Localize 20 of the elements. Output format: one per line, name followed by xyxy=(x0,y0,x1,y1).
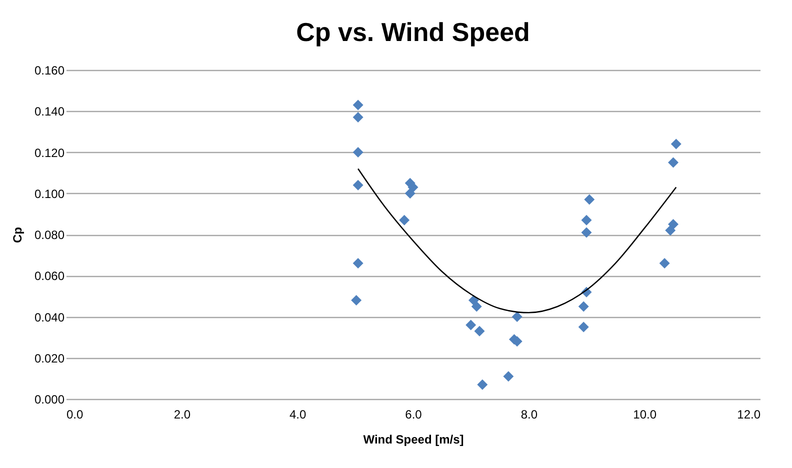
x-tick-label: 2.0 xyxy=(174,408,191,422)
x-tick-label: 10.0 xyxy=(633,408,657,422)
y-tick-label: 0.100 xyxy=(34,186,65,201)
x-tick-label: 6.0 xyxy=(405,408,422,422)
y-tick-label: 0.040 xyxy=(34,310,65,324)
y-tick-label: 0.140 xyxy=(34,104,65,119)
x-tick-label: 8.0 xyxy=(520,408,538,422)
y-tick-label: 0.160 xyxy=(34,64,65,78)
x-tick-label: 12.0 xyxy=(737,408,761,422)
y-tick-label: 0.020 xyxy=(34,351,65,366)
line-series xyxy=(357,168,677,314)
x-tick-label: 4.0 xyxy=(289,408,306,422)
chart-title: Cp vs. Wind Speed xyxy=(296,17,530,47)
x-tick-label: 0.0 xyxy=(66,408,84,422)
y-axis-title: Cp xyxy=(10,227,24,243)
y-tick-label: 0.060 xyxy=(34,269,65,284)
y-tick-label: 0.080 xyxy=(34,228,65,242)
x-axis-title: Wind Speed [m/s] xyxy=(363,432,464,446)
y-tick-label: 0.120 xyxy=(34,146,65,160)
y-tick-label: 0.000 xyxy=(34,392,65,406)
